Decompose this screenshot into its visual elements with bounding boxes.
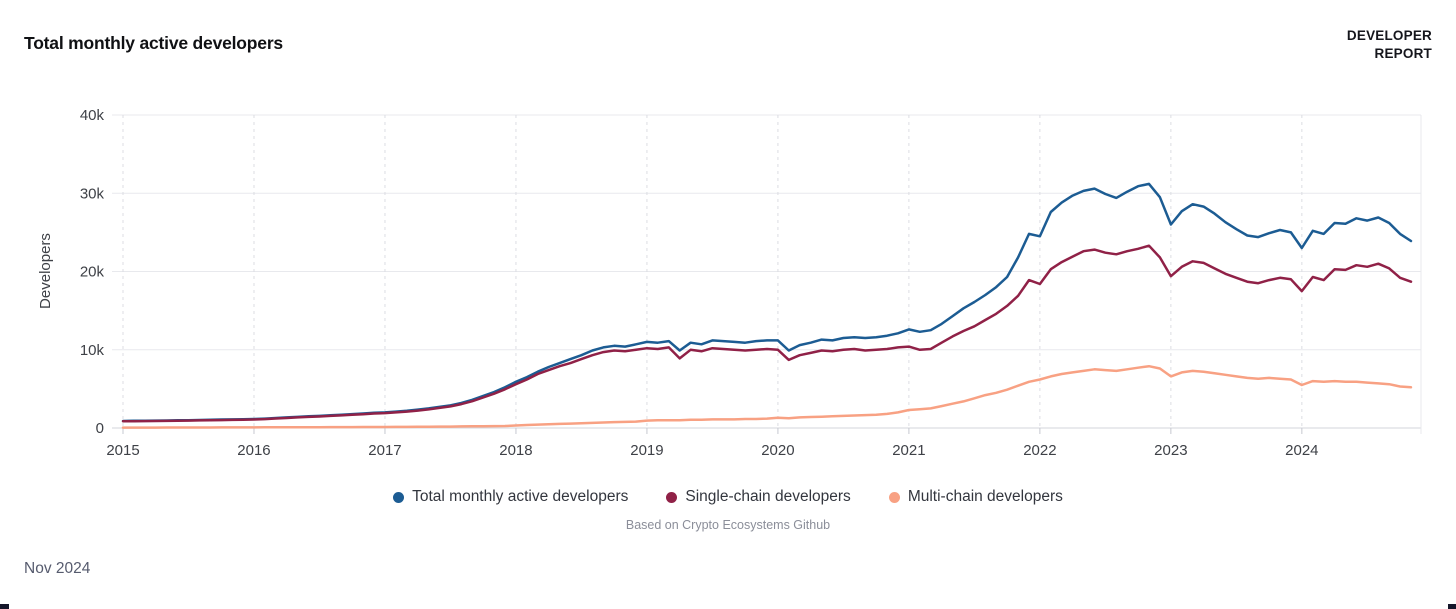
x-tick-label: 2015 [106, 442, 139, 459]
x-tick-label: 2016 [237, 442, 270, 459]
logo-line-1: DEVELOPER [1346, 28, 1432, 43]
legend-label: Total monthly active developers [412, 488, 629, 505]
series-multi-chain-line[interactable] [121, 364, 1413, 429]
legend-item[interactable]: Single-chain developers [666, 488, 851, 506]
legend-item[interactable]: Multi-chain developers [888, 488, 1063, 506]
source-caption: Based on Crypto Ecosystems Github [625, 518, 831, 532]
bottom-right-mark [1448, 604, 1456, 609]
y-tick-label: 30k [80, 185, 105, 202]
x-tick-label: 2024 [1285, 442, 1318, 459]
x-tick-label: 2017 [368, 442, 401, 459]
y-tick-label: 40k [80, 107, 105, 124]
y-tick-label: 20k [80, 264, 105, 281]
series-total-line[interactable] [121, 182, 1413, 423]
y-tick-label: 0 [96, 420, 104, 437]
x-tick-label: 2019 [630, 442, 663, 459]
legend-dot-icon [666, 491, 678, 503]
developer-report-logo: DEVELOPER REPORT [1347, 27, 1432, 63]
line-chart[interactable]: 0 10k 20k 30k 40k 2015 2016 2017 2018 2019 2020 202… [0, 0, 1456, 470]
legend-label: Multi-chain developers [907, 488, 1063, 505]
legend-item[interactable]: Total monthly active developers [393, 488, 628, 506]
bottom-left-mark [0, 604, 9, 609]
legend-dot-icon [888, 491, 900, 503]
page-title: Total monthly active developers [24, 33, 283, 53]
y-axis-title: Developers [37, 233, 54, 309]
y-tick-label: 10k [80, 342, 105, 359]
date-label: Nov 2024 [24, 560, 91, 577]
chart-legend: Total monthly active developers Single-ch… [0, 488, 1456, 506]
x-tick-label: 2022 [1023, 442, 1056, 459]
x-tick-label: 2021 [892, 442, 925, 459]
x-tick-label: 2023 [1154, 442, 1187, 459]
logo-line-2: REPORT [1374, 46, 1432, 62]
series-single-chain-line[interactable] [121, 244, 1413, 423]
legend-label: Single-chain developers [685, 488, 851, 505]
x-tick-label: 2020 [761, 442, 794, 459]
x-tick-label: 2018 [499, 442, 532, 459]
legend-dot-icon [393, 491, 405, 503]
